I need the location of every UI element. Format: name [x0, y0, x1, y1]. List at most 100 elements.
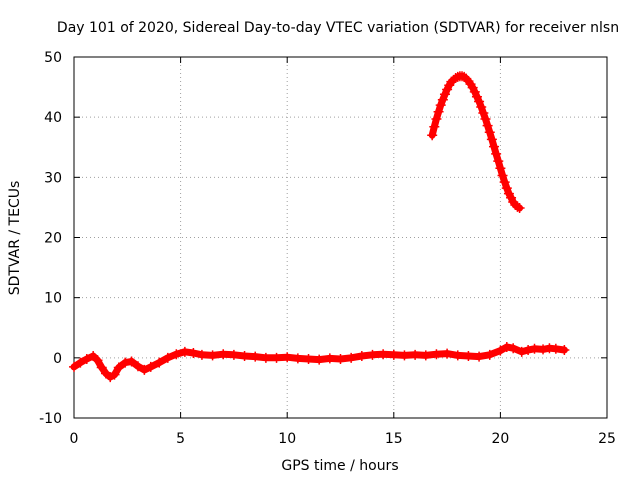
data-point: [450, 73, 461, 84]
x-tick-label: 15: [385, 431, 403, 447]
data-point: [474, 351, 485, 362]
data-point: [516, 346, 527, 357]
data-point: [399, 350, 410, 361]
x-tick-label: 10: [278, 431, 296, 447]
data-point: [335, 354, 346, 365]
data-point: [476, 101, 487, 112]
data-point: [250, 351, 261, 362]
series-track-1: [69, 342, 570, 383]
series-track-2: [427, 71, 525, 214]
data-point: [218, 349, 229, 360]
data-point: [109, 369, 120, 380]
y-tick-label: -10: [39, 411, 62, 427]
data-point: [499, 177, 510, 188]
data-point: [179, 346, 190, 357]
data-point: [105, 372, 116, 383]
data-point: [501, 183, 512, 194]
data-point: [493, 156, 504, 167]
data-point: [388, 349, 399, 360]
data-point: [512, 201, 523, 212]
data-point: [410, 349, 421, 360]
chart-title: Day 101 of 2020, Sidereal Day-to-day VTE…: [57, 20, 619, 36]
data-point: [81, 354, 92, 365]
data-point: [474, 96, 485, 107]
axis-ticks: 0 5 10 15 20 25 -10 0 10 20 30 40 50: [39, 50, 616, 447]
data-point: [506, 192, 517, 203]
y-tick-label: 50: [44, 50, 62, 66]
data-point: [484, 349, 495, 360]
data-point: [529, 343, 540, 354]
y-tick-label: 40: [44, 110, 62, 126]
data-point: [497, 170, 508, 181]
data-point: [550, 343, 561, 354]
data-point: [437, 94, 448, 105]
data-point: [75, 357, 86, 368]
data-point: [429, 121, 440, 132]
data-point: [486, 134, 497, 145]
data-point: [489, 141, 500, 152]
data-point: [260, 352, 271, 363]
data-point: [431, 113, 442, 124]
data-point: [271, 352, 282, 363]
data-point: [239, 351, 250, 362]
x-tick-label: 20: [491, 431, 509, 447]
data-point: [139, 364, 150, 375]
series-band: [70, 343, 568, 381]
data-point: [303, 354, 314, 365]
data-point: [495, 163, 506, 174]
data-point: [346, 352, 357, 363]
data-point: [469, 86, 480, 97]
data-point: [523, 345, 534, 356]
data-point: [113, 362, 124, 373]
y-tick-label: 20: [44, 231, 62, 247]
x-axis-label: GPS time / hours: [281, 458, 398, 474]
data-point: [463, 351, 474, 362]
data-point: [120, 357, 131, 368]
data-point: [491, 148, 502, 159]
x-tick-label: 0: [70, 431, 79, 447]
y-tick-label: 0: [53, 351, 62, 367]
y-axis-label: SDTVAR / TECUs: [7, 181, 23, 296]
data-point: [433, 106, 444, 117]
data-point: [367, 349, 378, 360]
data-point: [69, 361, 79, 372]
data-point: [495, 345, 506, 356]
data-point: [484, 127, 495, 138]
x-tick-label: 25: [598, 431, 616, 447]
data-point: [196, 349, 207, 360]
data-point: [480, 113, 491, 124]
data-point: [282, 352, 293, 363]
data-point: [162, 352, 173, 363]
data-point: [501, 342, 512, 353]
y-tick-label: 30: [44, 170, 62, 186]
data-series: [69, 71, 570, 383]
x-tick-label: 5: [176, 431, 185, 447]
data-point: [459, 71, 470, 82]
data-point: [188, 348, 199, 359]
data-point: [126, 356, 137, 367]
data-point: [292, 353, 303, 364]
data-point: [514, 203, 525, 214]
data-point: [132, 361, 143, 372]
data-point: [145, 361, 156, 372]
data-point: [538, 344, 549, 355]
data-point: [420, 350, 431, 361]
data-point: [461, 73, 472, 84]
data-point: [92, 355, 103, 366]
data-point: [96, 362, 107, 373]
data-point: [356, 351, 367, 362]
data-point: [314, 354, 325, 365]
data-point: [471, 91, 482, 102]
data-point: [439, 89, 450, 100]
data-point: [559, 345, 570, 356]
data-point: [482, 120, 493, 131]
data-point: [171, 349, 182, 360]
data-point: [503, 188, 514, 199]
y-tick-label: 10: [44, 291, 62, 307]
data-point: [378, 349, 389, 360]
data-point: [452, 350, 463, 361]
data-point: [88, 351, 99, 362]
data-point: [467, 82, 478, 93]
data-point: [427, 130, 438, 141]
